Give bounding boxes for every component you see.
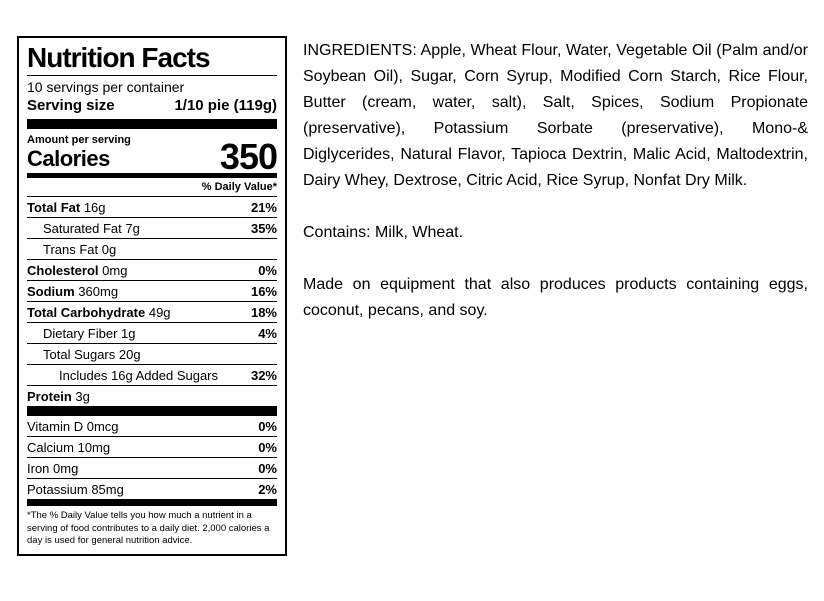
divider-thick (27, 406, 277, 417)
nutrient-dv: 35% (250, 221, 277, 237)
nutrient-row: Dietary Fiber 1g 4% (27, 323, 277, 345)
vitamin-amount: 0mcg (86, 419, 119, 435)
nutrient-dv: 16% (250, 284, 277, 300)
daily-value-header: % Daily Value* (27, 178, 277, 198)
vitamin-name: Potassium (27, 482, 88, 498)
nutrient-amount: 49g (148, 305, 171, 321)
nutrient-amount: 20g (118, 347, 141, 363)
nutrient-dv: 18% (250, 305, 277, 321)
nutrient-name-group: Includes 16g Added Sugars (27, 368, 218, 383)
nutrient-name: Saturated Fat (43, 221, 122, 237)
vitamin-row: Calcium 10mg 0% (27, 437, 277, 459)
vitamin-dv: 0% (258, 440, 277, 456)
nutrient-dv: 21% (250, 200, 277, 216)
divider-end (27, 499, 277, 507)
nutrient-dv: 32% (250, 368, 277, 384)
nutrient-name: Includes 16g Added Sugars (59, 368, 219, 384)
serving-size-row: Serving size 1/10 pie (119g) (27, 96, 277, 119)
nutrient-row: Saturated Fat 7g 35% (27, 218, 277, 240)
nutrient-amount: 7g (125, 221, 140, 237)
nutrient-dv: 0% (258, 263, 277, 279)
vitamin-dv: 0% (258, 419, 277, 435)
nutrient-name: Total Sugars (43, 347, 116, 363)
page: Nutrition Facts 10 servings per containe… (17, 36, 810, 557)
nutrient-name: Total Fat (27, 200, 81, 216)
nutrient-row: Total Carbohydrate 49g 18% (27, 302, 277, 324)
nutrient-name: Cholesterol (27, 263, 99, 279)
nutrient-row: Total Sugars 20g (27, 344, 277, 366)
vitamin-amount: 0mg (53, 461, 79, 477)
nutrient-amount: 3g (75, 389, 90, 405)
nutrient-name-group: Total Sugars 20g (27, 347, 141, 362)
contains-paragraph: Contains: Milk, Wheat. (303, 224, 464, 241)
label-title: Nutrition Facts (27, 43, 277, 77)
nutrient-name-group: Total Carbohydrate 49g (27, 305, 171, 320)
vitamin-row: Potassium 85mg 2% (27, 479, 277, 499)
calories-left: Amount per serving Calories (27, 132, 131, 172)
nutrient-amount: 16g (83, 200, 106, 216)
nutrient-name: Trans Fat (43, 242, 99, 258)
vitamin-amount: 10mg (77, 440, 111, 456)
nutrient-name: Total Carbohydrate (27, 305, 146, 321)
vitamin-dv: 2% (258, 482, 277, 498)
calories-label: Calories (27, 146, 110, 172)
vitamin-row: Vitamin D 0mcg 0% (27, 416, 277, 438)
nutrient-name: Dietary Fiber (43, 326, 118, 342)
nutrient-amount: 360mg (78, 284, 119, 300)
calories-value: 350 (219, 135, 278, 177)
vitamin-name-group: Vitamin D 0mcg (27, 419, 119, 434)
nutrient-row: Includes 16g Added Sugars 32% (27, 365, 277, 387)
nutrient-row: Total Fat 16g 21% (27, 197, 277, 219)
serving-size-value: 1/10 pie (119g) (174, 97, 277, 115)
vitamin-name: Iron (27, 461, 50, 477)
vitamin-name-group: Iron 0mg (27, 461, 78, 476)
nutrient-name-group: Dietary Fiber 1g (27, 326, 136, 341)
calories-section: Amount per serving Calories 350 (27, 129, 278, 177)
nutrient-amount: 0g (101, 242, 117, 258)
nutrient-row: Protein 3g (27, 386, 277, 406)
ingredients-panel: INGREDIENTS: Apple, Wheat Flour, Water, … (303, 36, 810, 556)
nutrient-row: Trans Fat 0g (27, 239, 277, 261)
divider-thick (27, 119, 277, 130)
nutrient-name: Sodium (27, 284, 75, 300)
vitamin-dv: 0% (258, 461, 277, 477)
nutrient-name-group: Total Fat 16g (27, 200, 106, 215)
nutrition-facts-label: Nutrition Facts 10 servings per containe… (17, 36, 287, 557)
vitamin-name: Calcium (27, 440, 74, 456)
vitamin-name-group: Potassium 85mg (27, 482, 124, 497)
ingredients-paragraph: INGREDIENTS: Apple, Wheat Flour, Water, … (303, 42, 808, 189)
nutrient-row: Cholesterol 0mg 0% (27, 260, 277, 282)
vitamin-amount: 85mg (91, 482, 124, 498)
amount-per-serving-label: Amount per serving (27, 134, 131, 147)
divider-medium (27, 173, 277, 179)
nutrient-amount: 0mg (102, 263, 128, 279)
nutrient-name-group: Trans Fat 0g (27, 242, 116, 257)
daily-value-footnote: *The % Daily Value tells you how much a … (27, 510, 270, 547)
nutrient-name-group: Saturated Fat 7g (27, 221, 140, 236)
vitamin-name: Vitamin D (27, 419, 84, 435)
serving-size-label: Serving size (27, 97, 115, 115)
vitamin-row: Iron 0mg 0% (27, 458, 277, 480)
nutrient-dv: 4% (258, 326, 277, 342)
vitamin-name-group: Calcium 10mg (27, 440, 110, 455)
nutrient-name-group: Protein 3g (27, 389, 90, 404)
nutrient-row: Sodium 360mg 16% (27, 281, 277, 303)
allergen-paragraph: Made on equipment that also produces pro… (303, 276, 808, 319)
nutrient-name: Protein (27, 389, 72, 405)
servings-per-container: 10 servings per container (27, 79, 185, 96)
nutrient-name-group: Sodium 360mg (27, 284, 118, 299)
nutrient-name-group: Cholesterol 0mg (27, 263, 127, 278)
nutrient-amount: 1g (121, 326, 136, 342)
